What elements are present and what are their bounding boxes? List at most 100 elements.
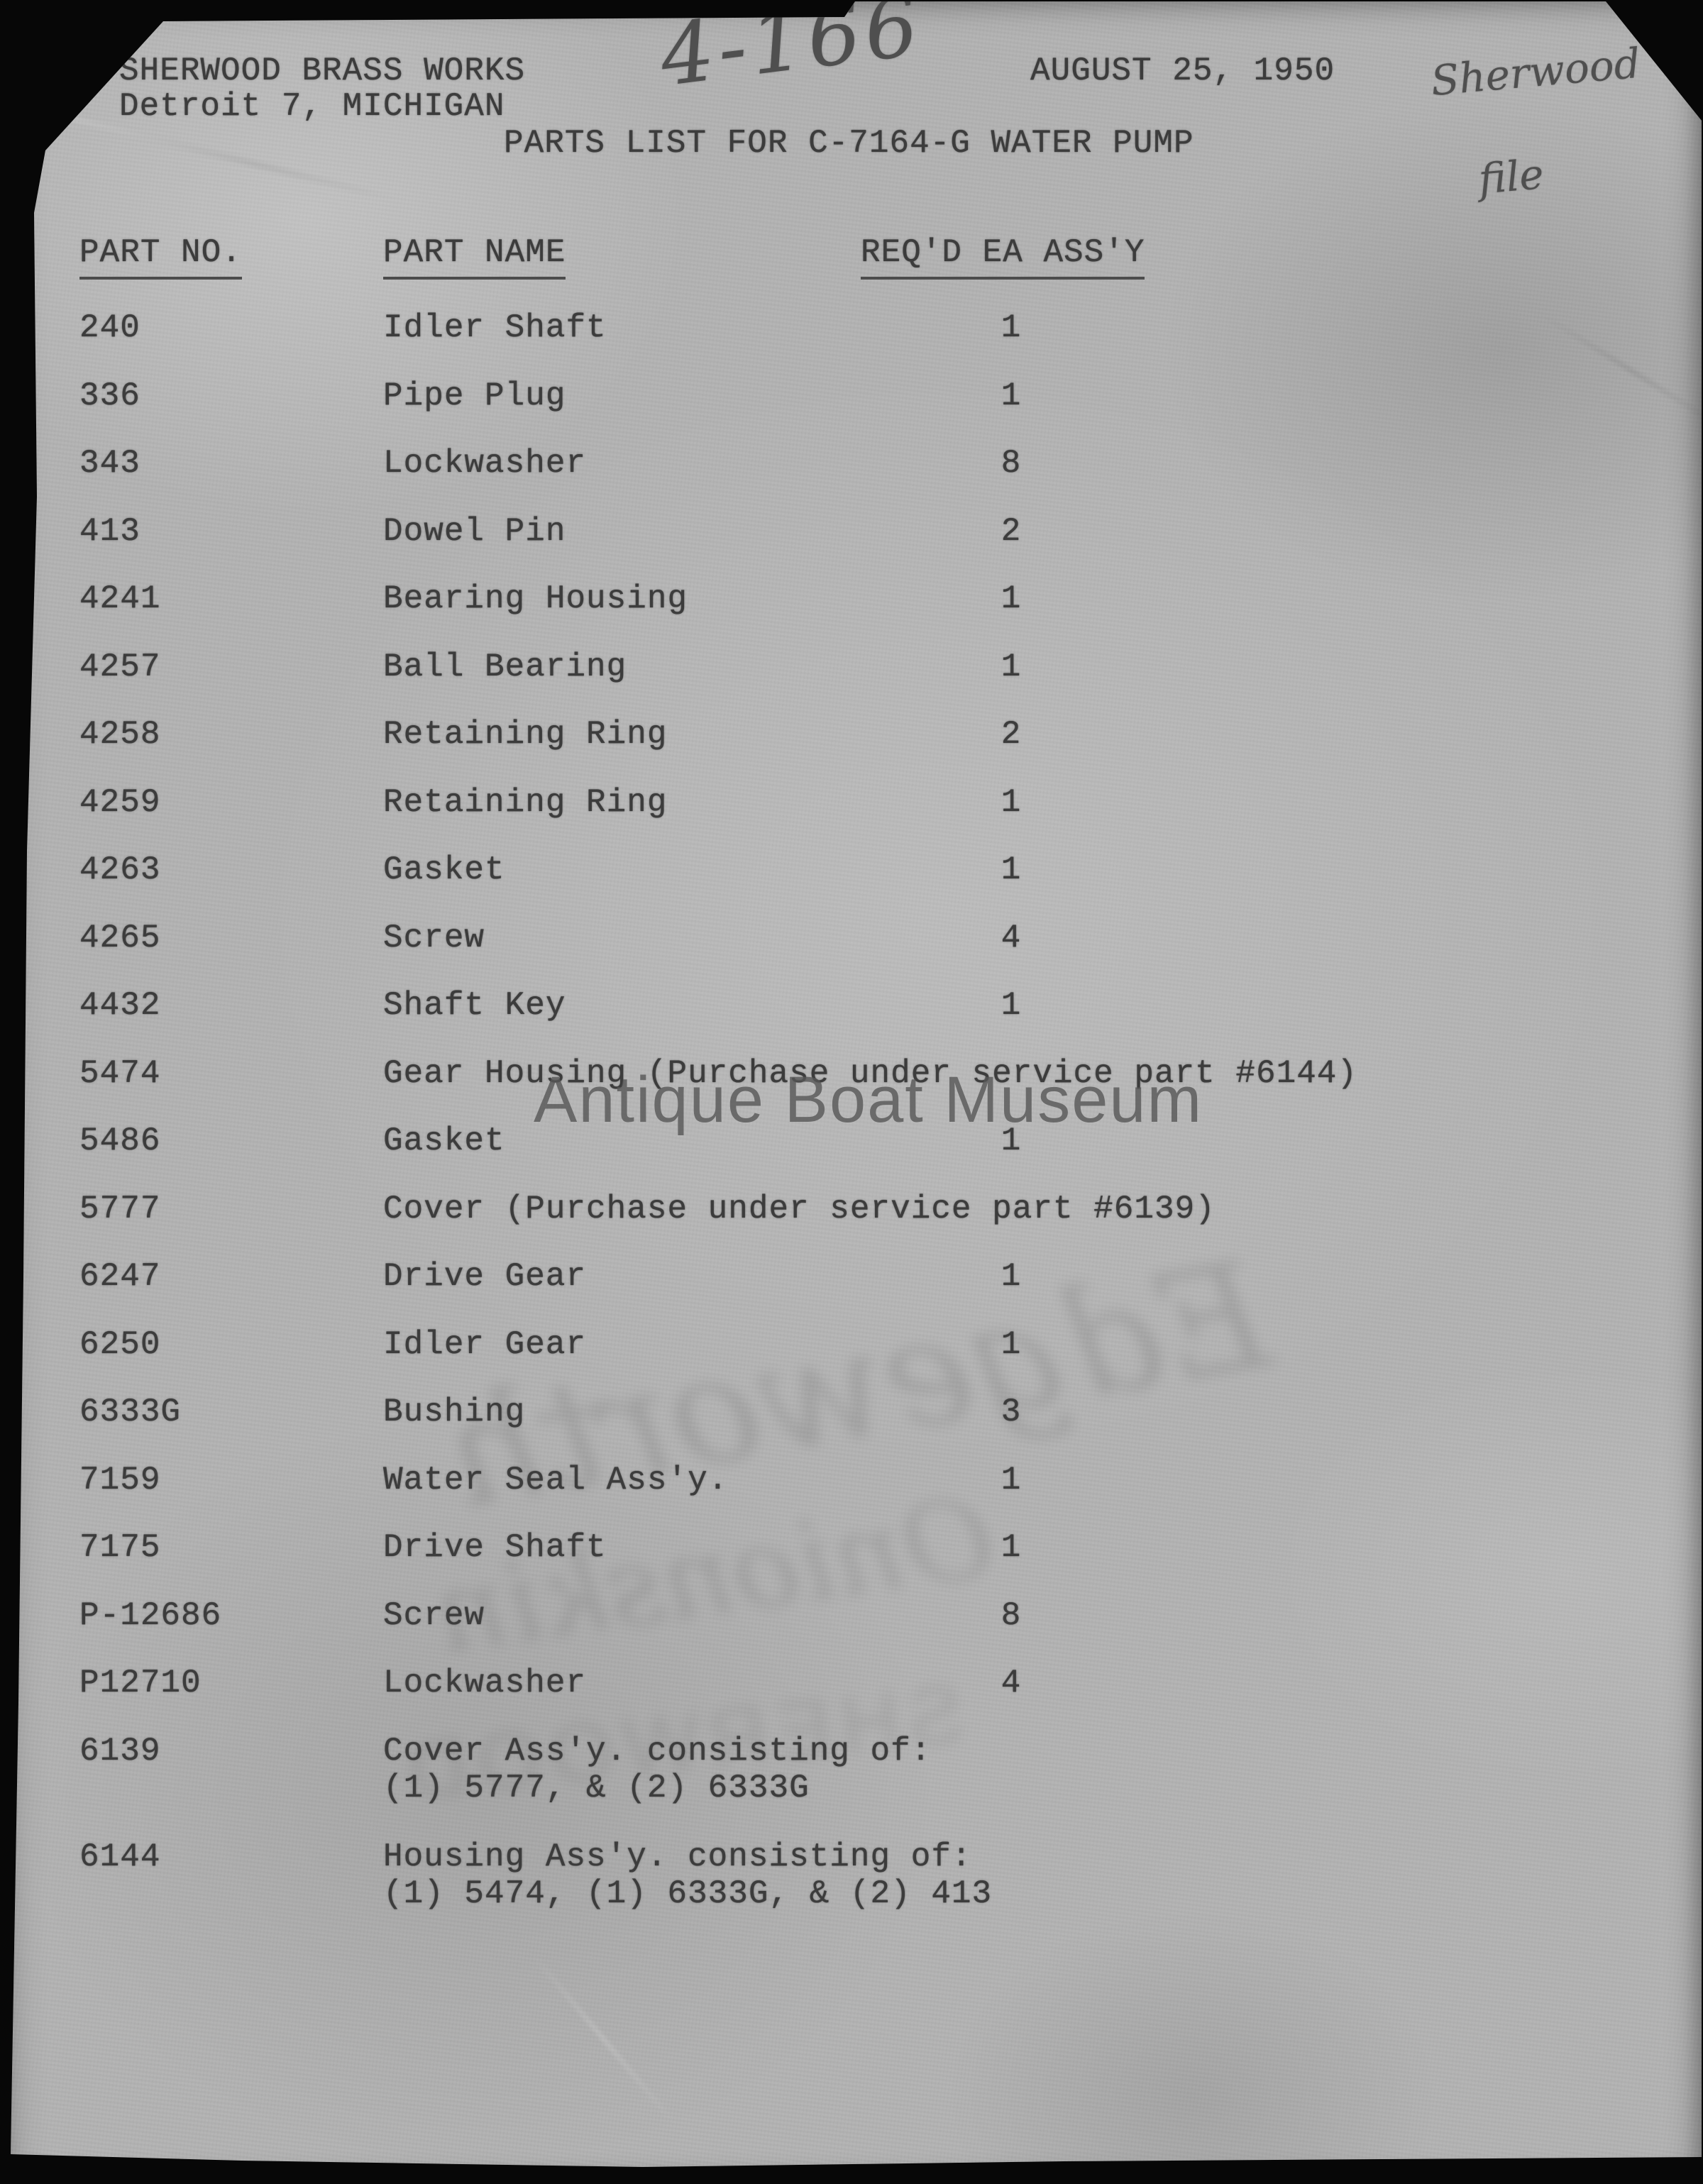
table-row: 6247 Drive Gear 1 [11, 1258, 1702, 1326]
part-name-cell: Screw [383, 919, 485, 956]
part-name-cell-line2: (1) 5474, (1) 6333G, & (2) 413 [383, 1875, 993, 1912]
table-row: 6333G Bushing 3 [11, 1394, 1702, 1462]
part-no-cell: 6139 [79, 1732, 161, 1770]
qty-cell: 8 [1001, 1596, 1022, 1634]
part-name-cell: Bushing [383, 1394, 526, 1430]
table-row: 6139 Cover Ass'y. consisting of: (1) 577… [11, 1732, 1702, 1838]
paper-crease [528, 1950, 678, 2127]
part-name-cell: Lockwasher [383, 1665, 587, 1702]
part-no-cell: 7159 [79, 1461, 161, 1499]
part-no-cell: 4241 [79, 580, 161, 617]
table-row: 413 Dowel Pin 2 [11, 512, 1702, 581]
part-name-cell: Gasket [383, 1123, 505, 1159]
part-name-cell: Bearing Housing [383, 580, 688, 617]
table-row: 7159 Water Seal Ass'y. 1 [11, 1461, 1702, 1530]
part-no-cell: 6247 [79, 1258, 161, 1295]
part-name-cell: Screw [383, 1596, 485, 1634]
table-row: 4258 Retaining Ring 2 [11, 716, 1702, 784]
table-row: 4257 Ball Bearing 1 [11, 648, 1702, 717]
qty-cell: 1 [1001, 1258, 1022, 1295]
part-name-cell: Drive Shaft [383, 1529, 607, 1566]
part-no-cell: 5474 [79, 1054, 161, 1092]
table-row: P-12686 Screw 8 [11, 1596, 1702, 1665]
part-no-cell: 240 [79, 309, 140, 346]
part-name-cell: Lockwasher [383, 445, 587, 482]
qty-cell: 1 [1001, 1325, 1022, 1363]
qty-cell: 1 [1001, 851, 1022, 888]
part-name-cell-line2: (1) 5777, & (2) 6333G [383, 1769, 810, 1807]
qty-cell: 1 [1001, 1123, 1022, 1159]
handwritten-file-number: 4-166 [654, 0, 928, 106]
part-no-cell: 6144 [79, 1838, 161, 1875]
qty-cell: 4 [1001, 1665, 1022, 1702]
qty-cell: 4 [1001, 919, 1022, 956]
qty-cell: 1 [1001, 377, 1022, 414]
handwritten-corner-note: Sherwood file [1346, 1, 1655, 266]
table-row: 240 Idler Shaft 1 [11, 309, 1702, 377]
qty-cell: 2 [1001, 716, 1022, 753]
handwritten-note-line2: file [1477, 150, 1546, 204]
qty-cell: 1 [1001, 783, 1022, 821]
part-no-cell: 4263 [79, 851, 161, 888]
table-row: 4241 Bearing Housing 1 [11, 580, 1702, 649]
part-name-cell: Ball Bearing [383, 648, 627, 685]
table-row: 6144 Housing Ass'y. consisting of: (1) 5… [11, 1838, 1702, 1944]
qty-cell: 1 [1001, 580, 1022, 617]
part-no-cell: P-12686 [79, 1596, 222, 1634]
part-name-cell: Cover Ass'y. consisting of: [383, 1732, 932, 1770]
table-row: 7175 Drive Shaft 1 [11, 1529, 1702, 1597]
part-name-cell: Retaining Ring [383, 716, 668, 753]
part-name-cell: Drive Gear [383, 1258, 587, 1295]
part-name-cell: Idler Shaft [383, 309, 607, 346]
part-name-cell: Gasket [383, 851, 505, 888]
part-name-cell: Retaining Ring [383, 783, 668, 821]
museum-watermark: Antique Boat Museum [534, 1064, 1203, 1136]
page-title: PARTS LIST FOR C-7164-G WATER PUMP [504, 125, 1194, 162]
part-no-cell: 5486 [79, 1123, 161, 1159]
part-no-cell: 4258 [79, 716, 161, 753]
table-row: 6250 Idler Gear 1 [11, 1325, 1702, 1394]
part-no-cell: 4432 [79, 987, 161, 1024]
part-no-cell: 343 [79, 445, 140, 482]
column-header-part-name: PART NAME [383, 234, 566, 280]
table-row: 336 Pipe Plug 1 [11, 377, 1702, 446]
qty-cell: 1 [1001, 987, 1022, 1024]
table-row: 4259 Retaining Ring 1 [11, 783, 1702, 852]
parts-rows: 240 Idler Shaft 1 336 Pipe Plug 1 343 Lo… [11, 309, 1702, 1944]
document-date: AUGUST 25, 1950 [1030, 53, 1335, 89]
table-row: 343 Lockwasher 8 [11, 445, 1702, 513]
qty-cell: 1 [1001, 1461, 1022, 1499]
company-address: Detroit 7, MICHIGAN [119, 88, 505, 125]
table-row: 4263 Gasket 1 [11, 851, 1702, 920]
table-row: P12710 Lockwasher 4 [11, 1665, 1702, 1733]
part-no-cell: 6250 [79, 1325, 161, 1363]
qty-cell: 1 [1001, 309, 1022, 346]
table-row: 4432 Shaft Key 1 [11, 987, 1702, 1055]
part-no-cell: 7175 [79, 1529, 161, 1566]
part-no-cell: 413 [79, 512, 140, 550]
table-row: 5474 Gear Housing (Purchase under servic… [11, 1054, 1702, 1123]
part-name-cell: Gear Housing (Purchase under service par… [383, 1054, 1358, 1092]
part-name-cell: Cover (Purchase under service part #6139… [383, 1190, 1216, 1228]
part-name-cell: Dowel Pin [383, 512, 566, 550]
part-name-cell: Water Seal Ass'y. [383, 1461, 729, 1499]
part-name-cell: Pipe Plug [383, 377, 566, 414]
qty-cell: 3 [1001, 1394, 1022, 1430]
table-row: 4265 Screw 4 [11, 919, 1702, 988]
part-no-cell: P12710 [79, 1665, 202, 1702]
qty-cell: 2 [1001, 512, 1022, 550]
table-row: 5777 Cover (Purchase under service part … [11, 1190, 1702, 1259]
part-name-cell: Shaft Key [383, 987, 566, 1024]
part-no-cell: 4259 [79, 783, 161, 821]
part-name-cell: Housing Ass'y. consisting of: [383, 1838, 972, 1875]
part-no-cell: 4265 [79, 919, 161, 956]
column-header-req-ea-assy: REQ'D EA ASS'Y [861, 234, 1145, 280]
qty-cell: 1 [1001, 1529, 1022, 1566]
part-no-cell: 336 [79, 377, 140, 414]
qty-cell: 8 [1001, 445, 1022, 482]
part-name-cell: Idler Gear [383, 1325, 587, 1363]
part-no-cell: 6333G [79, 1394, 182, 1430]
part-no-cell: 5777 [79, 1190, 161, 1228]
